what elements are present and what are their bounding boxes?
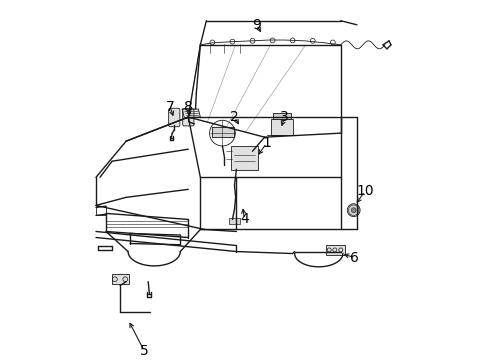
FancyBboxPatch shape [111, 274, 128, 284]
Text: 7: 7 [165, 100, 174, 114]
FancyBboxPatch shape [228, 218, 239, 224]
Circle shape [346, 204, 359, 217]
FancyBboxPatch shape [272, 113, 290, 119]
Text: 5: 5 [140, 344, 148, 358]
FancyBboxPatch shape [270, 119, 292, 135]
FancyBboxPatch shape [183, 109, 194, 126]
Text: 1: 1 [262, 136, 270, 150]
FancyBboxPatch shape [231, 146, 257, 171]
Text: 9: 9 [252, 18, 261, 32]
Text: 4: 4 [240, 212, 248, 226]
Text: 3: 3 [280, 110, 288, 124]
Circle shape [350, 208, 355, 213]
Polygon shape [212, 127, 234, 137]
FancyBboxPatch shape [168, 108, 180, 127]
Text: 10: 10 [355, 184, 373, 198]
Text: 6: 6 [350, 251, 359, 265]
Polygon shape [182, 109, 200, 118]
Text: 2: 2 [230, 110, 238, 124]
Text: 8: 8 [183, 100, 192, 114]
FancyBboxPatch shape [325, 245, 345, 255]
